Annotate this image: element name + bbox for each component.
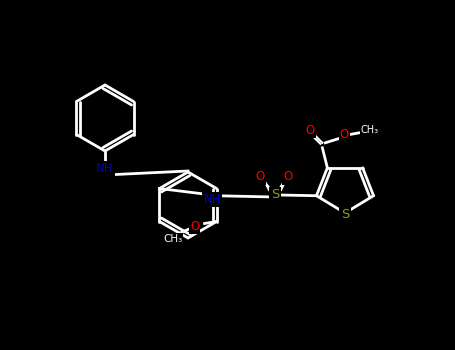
Text: O: O: [340, 128, 349, 141]
Text: O: O: [306, 124, 315, 137]
Text: CH₃: CH₃: [163, 233, 182, 244]
Text: O: O: [190, 220, 199, 233]
Text: S: S: [341, 209, 349, 222]
Text: O: O: [255, 170, 265, 183]
Text: NH: NH: [96, 162, 114, 175]
Text: S: S: [271, 189, 279, 202]
Text: CH₃: CH₃: [360, 125, 379, 135]
Text: NH: NH: [203, 193, 221, 206]
Text: O: O: [283, 170, 293, 183]
